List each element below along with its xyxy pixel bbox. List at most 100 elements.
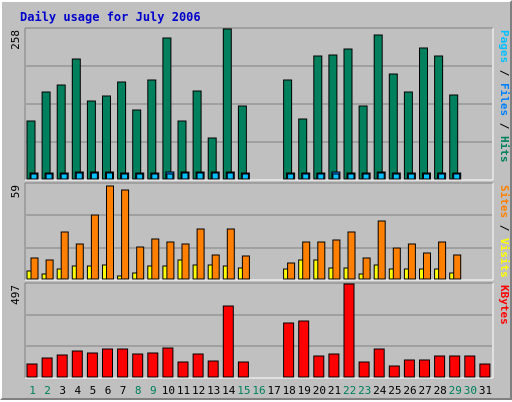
legend-entry: KBytes bbox=[498, 285, 511, 325]
bar-kbytes-day-13 bbox=[207, 360, 219, 378]
bar-sites-day-21 bbox=[332, 239, 341, 280]
bar-pages-day-8 bbox=[136, 173, 144, 180]
day-label-16: 16 bbox=[252, 384, 265, 397]
bar-pages-day-2 bbox=[45, 173, 53, 180]
day-label-8: 8 bbox=[135, 384, 142, 397]
bar-kbytes-day-31 bbox=[479, 363, 491, 378]
bar-pages-day-24 bbox=[377, 172, 385, 180]
legend-entry: / bbox=[498, 218, 511, 238]
bar-sites-day-27 bbox=[423, 252, 431, 280]
panel-side-label: Sites / Visits bbox=[498, 185, 511, 278]
day-label-9: 9 bbox=[150, 384, 157, 397]
panel-side-label: KBytes bbox=[498, 285, 511, 325]
bar-hits-day-12 bbox=[192, 90, 202, 180]
bar-sites-day-15 bbox=[241, 255, 250, 280]
bar-kbytes-day-30 bbox=[464, 355, 476, 378]
bar-hits-day-3 bbox=[56, 84, 66, 180]
panel-1: 258 Pages / Files / Hits bbox=[9, 27, 511, 181]
bar-hits-day-5 bbox=[86, 100, 96, 180]
bar-pages-day-29 bbox=[453, 173, 461, 180]
bar-pages-day-7 bbox=[121, 173, 129, 180]
bar-sites-day-26 bbox=[407, 243, 416, 280]
bar-sites-day-13 bbox=[211, 254, 220, 280]
day-label-21: 21 bbox=[328, 384, 341, 397]
day-label-15: 15 bbox=[237, 384, 250, 397]
bar-hits-day-9 bbox=[147, 79, 157, 180]
panel-max-label: 497 bbox=[9, 285, 22, 305]
bar-kbytes-day-18 bbox=[283, 322, 295, 378]
day-label-11: 11 bbox=[177, 384, 190, 397]
bar-pages-day-21 bbox=[332, 173, 340, 180]
bar-pages-day-12 bbox=[196, 172, 204, 180]
day-label-7: 7 bbox=[120, 384, 127, 397]
bar-sites-day-12 bbox=[196, 228, 205, 280]
day-label-20: 20 bbox=[313, 384, 326, 397]
bar-pages-day-28 bbox=[438, 173, 446, 180]
day-label-23: 23 bbox=[358, 384, 371, 397]
chart-title: Daily usage for July 2006 bbox=[20, 10, 201, 24]
bar-hits-day-15 bbox=[237, 105, 247, 180]
chart-panels: 258 Pages / Files / Hits 59 Sites / Visits 4… bbox=[9, 27, 511, 379]
bar-sites-day-5 bbox=[90, 214, 99, 280]
panel-max-label: 258 bbox=[9, 30, 22, 50]
bar-sites-day-14 bbox=[226, 228, 235, 280]
bar-kbytes-day-24 bbox=[373, 348, 385, 378]
bar-pages-day-20 bbox=[317, 173, 325, 180]
day-label-18: 18 bbox=[283, 384, 296, 397]
day-label-28: 28 bbox=[434, 384, 447, 397]
bar-sites-day-8 bbox=[136, 246, 145, 280]
bar-hits-day-18 bbox=[283, 79, 293, 180]
day-label-25: 25 bbox=[388, 384, 401, 397]
bar-hits-day-2 bbox=[41, 91, 51, 180]
bar-hits-day-10 bbox=[162, 37, 172, 180]
bar-hits-day-23 bbox=[358, 105, 368, 180]
bar-sites-day-28 bbox=[438, 241, 447, 280]
bar-pages-day-9 bbox=[151, 173, 159, 180]
legend-entry: Visits bbox=[498, 238, 511, 278]
bar-sites-day-25 bbox=[392, 247, 401, 280]
bar-sites-day-3 bbox=[60, 231, 69, 280]
bar-hits-day-27 bbox=[419, 47, 428, 180]
bar-kbytes-day-14 bbox=[222, 305, 234, 378]
bar-pages-day-26 bbox=[407, 173, 415, 180]
bar-hits-day-1 bbox=[26, 120, 36, 180]
day-label-29: 29 bbox=[449, 384, 462, 397]
bar-hits-day-22 bbox=[343, 48, 353, 180]
bar-pages-day-6 bbox=[106, 172, 113, 180]
day-label-19: 19 bbox=[298, 384, 311, 397]
day-label-17: 17 bbox=[267, 384, 280, 397]
bar-pages-day-1 bbox=[30, 173, 38, 180]
bar-hits-day-6 bbox=[102, 95, 111, 180]
bar-kbytes-day-29 bbox=[449, 355, 461, 378]
bar-hits-day-11 bbox=[177, 120, 187, 180]
bar-hits-day-25 bbox=[388, 73, 398, 180]
bar-sites-day-7 bbox=[121, 189, 130, 280]
bar-hits-day-8 bbox=[132, 109, 142, 180]
bar-kbytes-day-11 bbox=[177, 361, 189, 378]
bar-kbytes-day-7 bbox=[117, 348, 129, 378]
bar-sites-day-9 bbox=[151, 238, 160, 280]
bar-sites-day-11 bbox=[181, 243, 190, 280]
bar-sites-day-10 bbox=[166, 241, 175, 280]
bar-kbytes-day-21 bbox=[328, 353, 340, 378]
bar-sites-day-20 bbox=[317, 241, 326, 280]
bar-hits-day-29 bbox=[449, 94, 459, 180]
bar-sites-day-29 bbox=[453, 254, 462, 280]
bar-pages-day-10 bbox=[166, 173, 174, 180]
bar-pages-day-27 bbox=[423, 173, 430, 180]
legend-entry: Files bbox=[498, 83, 511, 116]
bar-kbytes-day-1 bbox=[26, 363, 38, 378]
day-label-24: 24 bbox=[373, 384, 387, 397]
bar-kbytes-day-8 bbox=[132, 353, 144, 378]
bar-kbytes-day-4 bbox=[71, 350, 83, 378]
bar-pages-day-25 bbox=[392, 173, 400, 180]
bar-sites-day-2 bbox=[45, 259, 54, 280]
day-label-12: 12 bbox=[192, 384, 205, 397]
bar-sites-day-18 bbox=[287, 262, 296, 280]
bar-kbytes-day-2 bbox=[41, 357, 53, 378]
bar-sites-day-6 bbox=[106, 185, 114, 280]
bar-kbytes-day-6 bbox=[102, 348, 113, 378]
bar-kbytes-day-25 bbox=[388, 365, 400, 378]
